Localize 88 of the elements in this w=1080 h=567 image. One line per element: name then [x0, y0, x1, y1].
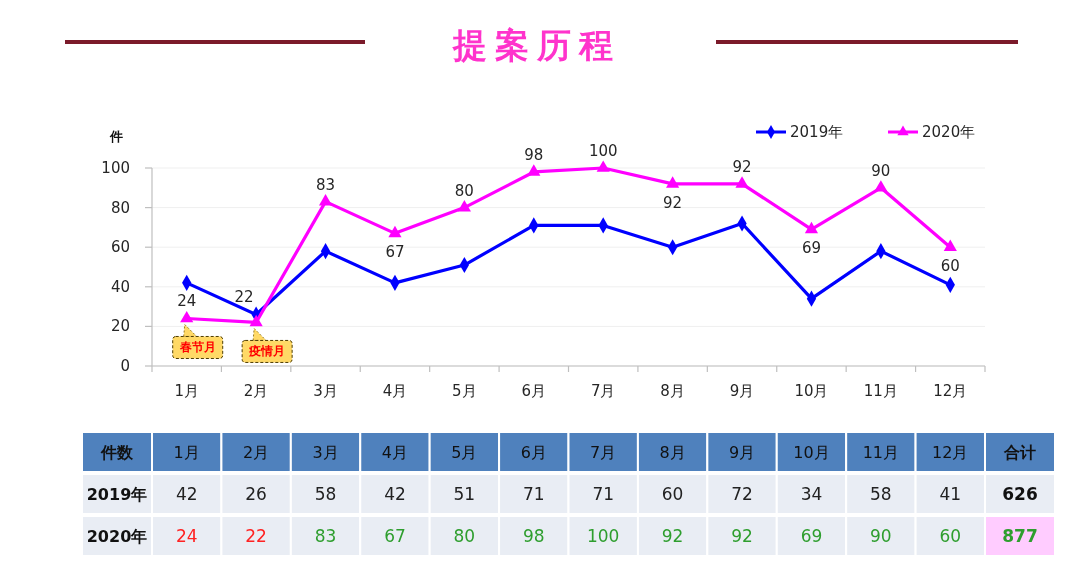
data-label: 42	[175, 484, 198, 504]
category-label: 10月	[793, 442, 830, 462]
x-tick-label: 7月	[590, 382, 616, 400]
text: 100	[588, 142, 618, 160]
data-label: 42	[384, 484, 406, 504]
category-label: 12月	[932, 442, 969, 462]
point	[388, 225, 402, 238]
text: 80	[454, 181, 474, 200]
data-label: 83	[314, 526, 337, 546]
category-label: 11月	[862, 442, 900, 462]
category-label: 9月	[728, 442, 756, 462]
data-label: 72	[731, 484, 753, 504]
text: 877	[1002, 526, 1038, 546]
text: 2020年	[86, 526, 148, 546]
category-label: 4月	[381, 442, 409, 462]
y-axis-title: 件	[108, 128, 123, 144]
legend-label: 2019年	[790, 123, 844, 141]
y-tick-label: 0	[120, 357, 130, 375]
point	[943, 239, 957, 251]
text: 626	[1002, 484, 1038, 504]
x-tick-label: 5月	[452, 382, 477, 400]
data-label: 34	[800, 484, 823, 504]
data-label: 90	[870, 526, 892, 546]
text: 合计	[1003, 442, 1036, 462]
x-tick-label: 9月	[729, 382, 755, 400]
data-label: 26	[245, 484, 267, 504]
text: 83	[315, 175, 336, 194]
x-tick-label: 3月	[313, 382, 338, 400]
text: 24	[177, 292, 197, 311]
x-tick-label: 12月	[933, 382, 968, 400]
point	[666, 176, 680, 188]
category-label: 6月	[520, 442, 547, 462]
data-label: 71	[522, 484, 545, 504]
data-label: 41	[939, 484, 962, 504]
data-label: 92	[661, 526, 684, 546]
x-tick-label: 1月	[174, 382, 199, 400]
text: 90	[871, 161, 891, 180]
text: 98	[524, 145, 544, 164]
data-label: 58	[314, 484, 337, 504]
category-label: 1月	[173, 442, 200, 462]
text: 69	[801, 239, 822, 258]
x-tick-label: 4月	[382, 382, 408, 400]
data-label: 22	[245, 526, 267, 546]
data-label: 60	[939, 526, 962, 546]
data-label: 80	[453, 526, 476, 546]
category-label: 8月	[659, 442, 686, 462]
data-label: 51	[453, 484, 476, 504]
text: 67	[385, 243, 405, 262]
x-tick-label: 2月	[243, 382, 269, 400]
data-label: 71	[592, 484, 615, 504]
point	[735, 176, 749, 188]
legend-label: 2020年	[922, 123, 976, 141]
x-tick-label: 10月	[794, 382, 829, 400]
data-label: 60	[661, 484, 684, 504]
x-tick-label: 6月	[521, 382, 547, 400]
x-tick-label: 11月	[863, 382, 898, 400]
text: 92	[663, 193, 683, 212]
data-label: 69	[800, 526, 823, 546]
data-label: 58	[870, 484, 892, 504]
x-tick-label: 8月	[660, 382, 685, 400]
annotation: 疫情月	[248, 344, 286, 359]
data-label: 67	[384, 526, 406, 546]
y-tick-label: 20	[110, 317, 130, 336]
point	[874, 180, 888, 192]
point	[318, 194, 333, 206]
data-label: 98	[522, 526, 545, 546]
category-label: 7月	[590, 442, 617, 462]
y-tick-label: 100	[101, 159, 130, 177]
y-tick-label: 40	[110, 277, 130, 296]
point	[804, 221, 819, 234]
point	[457, 200, 471, 212]
y-tick-label: 80	[110, 198, 130, 217]
category-label: 5月	[451, 442, 478, 462]
point	[596, 160, 610, 172]
annotation: 春节月	[178, 340, 216, 355]
y-tick-label: 60	[110, 238, 130, 257]
point	[527, 164, 541, 176]
data-label: 24	[175, 526, 198, 546]
category-label: 2月	[243, 442, 270, 462]
data-label: 100	[586, 526, 620, 546]
category-label: 3月	[312, 442, 339, 462]
chart-title: 提案历程	[452, 25, 621, 65]
text: 92	[732, 157, 752, 176]
data-label: 92	[731, 526, 753, 546]
text: 60	[940, 257, 960, 276]
text: 件数	[100, 442, 134, 462]
text: 2019年	[86, 484, 148, 504]
text: 22	[234, 288, 254, 307]
